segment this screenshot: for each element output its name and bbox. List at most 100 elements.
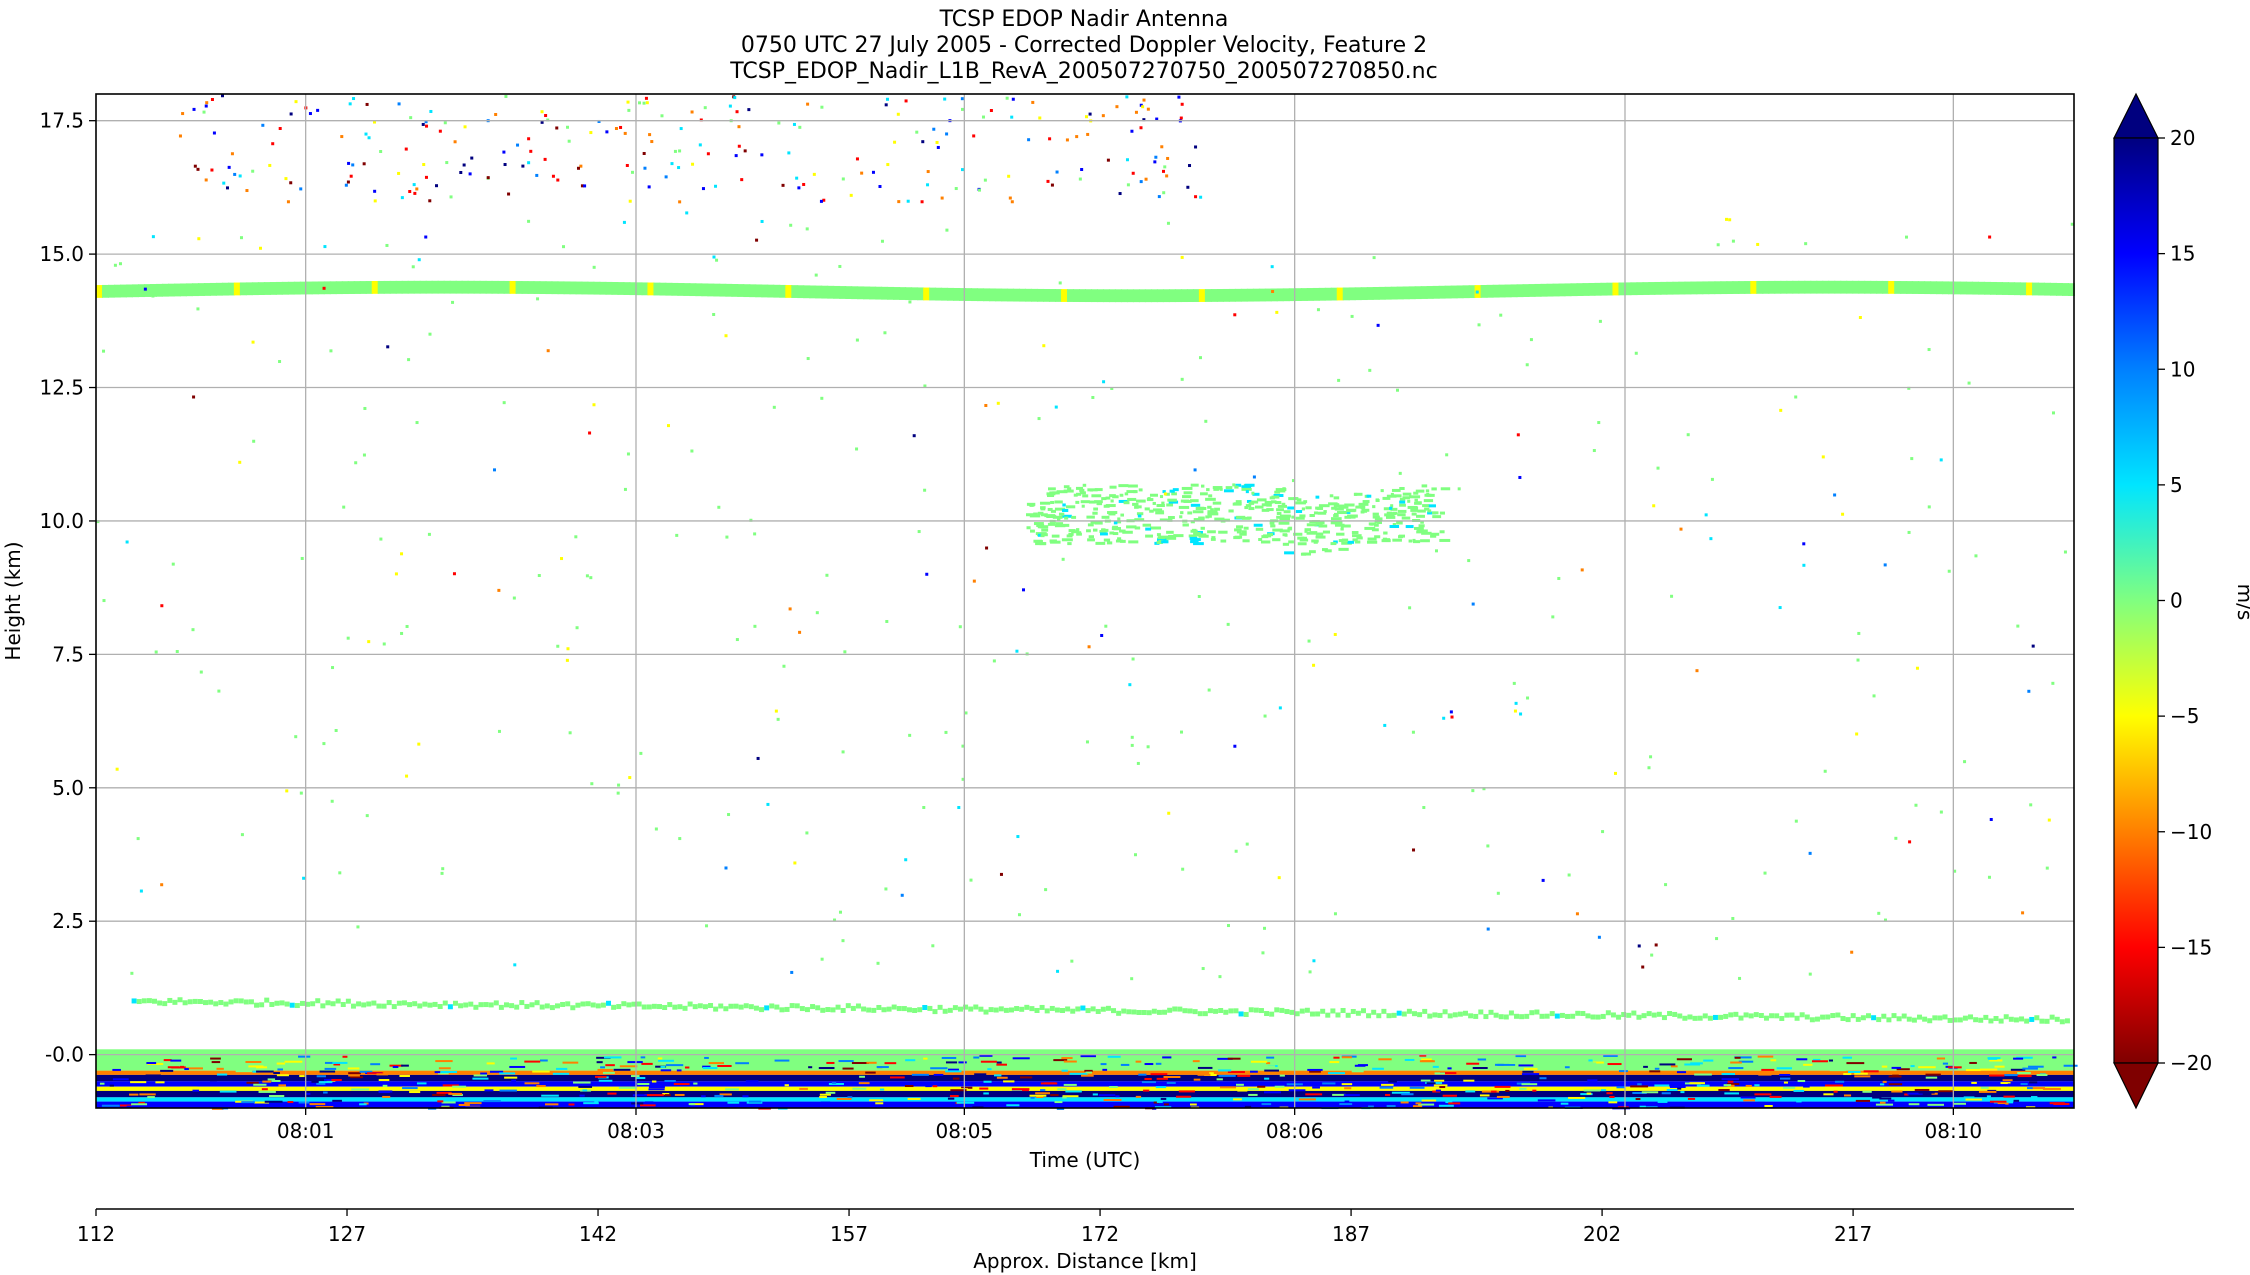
boundary-layer-cell bbox=[274, 1000, 280, 1006]
surface-streak bbox=[1144, 1078, 1152, 1081]
boundary-layer-cell bbox=[855, 1003, 861, 1009]
noise-pixel bbox=[1167, 811, 1171, 815]
anvil-cell bbox=[1214, 507, 1220, 511]
surface-streak bbox=[904, 1085, 914, 1088]
noise-pixel bbox=[1526, 696, 1530, 700]
tropopause-cell bbox=[719, 283, 727, 297]
surface-streak bbox=[1687, 1097, 1696, 1100]
anvil-cell bbox=[1423, 499, 1434, 503]
tropopause-cell bbox=[701, 283, 709, 297]
anvil-cell bbox=[1210, 537, 1216, 541]
surface-streak bbox=[1888, 1099, 1895, 1102]
anvil-cell bbox=[1351, 531, 1359, 535]
tropopause-cell bbox=[713, 283, 721, 297]
anvil-cell bbox=[1426, 493, 1435, 497]
surface-streak bbox=[1936, 1057, 1946, 1060]
surface-streak bbox=[1632, 1091, 1647, 1094]
surface-streak bbox=[378, 1090, 393, 1093]
boundary-layer-cell bbox=[774, 1004, 780, 1010]
tropopause-cell bbox=[1912, 281, 1920, 294]
surface-streak bbox=[1166, 1081, 1176, 1084]
upper-noise bbox=[699, 118, 703, 122]
anvil-cell bbox=[1189, 536, 1198, 540]
anvil-cell bbox=[1412, 540, 1421, 544]
noise-pixel bbox=[1166, 221, 1170, 225]
boundary-layer-cell bbox=[1753, 1012, 1759, 1018]
anvil-cell bbox=[1087, 523, 1094, 527]
tropopause-cell bbox=[623, 282, 631, 295]
upper-noise bbox=[445, 161, 449, 165]
upper-noise bbox=[373, 199, 377, 203]
surface-streak bbox=[1918, 1091, 1935, 1094]
boundary-layer-cell bbox=[1758, 1013, 1764, 1019]
anvil-cell bbox=[1210, 508, 1214, 512]
surface-streak bbox=[1354, 1064, 1366, 1067]
surface-streak bbox=[640, 1056, 646, 1059]
anvil-cell bbox=[1302, 552, 1311, 556]
upper-noise bbox=[299, 187, 303, 191]
boundary-layer-cell bbox=[1508, 1010, 1514, 1016]
anvil-cell bbox=[1205, 497, 1216, 501]
upper-noise bbox=[645, 101, 649, 105]
noise-pixel bbox=[574, 535, 578, 539]
upper-noise bbox=[703, 106, 707, 110]
boundary-layer-cell bbox=[223, 1001, 229, 1007]
surface-streak bbox=[1113, 1105, 1130, 1108]
surface-streak bbox=[2042, 1087, 2061, 1090]
noise-pixel bbox=[252, 439, 256, 443]
noise-pixel bbox=[1376, 323, 1380, 327]
surface-streak bbox=[262, 1080, 272, 1083]
colorbar-tick-label: 15 bbox=[2170, 242, 2195, 266]
boundary-layer-cell bbox=[978, 1006, 984, 1012]
anvil-cell bbox=[1159, 495, 1164, 499]
anvil-cell bbox=[1207, 505, 1212, 509]
surface-streak bbox=[578, 1085, 593, 1088]
surface-streak bbox=[1233, 1098, 1242, 1101]
surface-streak bbox=[1092, 1093, 1098, 1096]
anvil-cell bbox=[1313, 511, 1318, 515]
noise-pixel bbox=[855, 447, 859, 451]
surface-streak bbox=[1931, 1092, 1938, 1095]
noise-pixel bbox=[2031, 644, 2035, 648]
boundary-layer-cell bbox=[1054, 1007, 1060, 1013]
noise-pixel bbox=[1855, 732, 1859, 736]
tropopause-cell bbox=[491, 280, 499, 294]
noise-pixel bbox=[712, 312, 716, 316]
noise-pixel bbox=[1245, 842, 1249, 846]
upper-noise bbox=[886, 163, 890, 167]
colorbar-label: m/s bbox=[2233, 584, 2250, 621]
noise-pixel bbox=[2051, 411, 2055, 415]
surface-streak bbox=[1115, 1095, 1120, 1098]
boundary-layer-cell bbox=[1983, 1014, 1989, 1020]
anvil-cell bbox=[1236, 525, 1244, 529]
boundary-layer-cell bbox=[391, 1004, 397, 1010]
noise-pixel bbox=[1486, 927, 1490, 931]
anvil-cell bbox=[1276, 508, 1284, 512]
tropopause-cell bbox=[1348, 287, 1356, 301]
anvil-cell bbox=[1028, 503, 1035, 507]
boundary-layer-cell bbox=[702, 1004, 708, 1010]
surface-streak bbox=[1309, 1070, 1321, 1073]
tropopause-cell bbox=[917, 287, 925, 301]
noise-pixel bbox=[143, 287, 147, 291]
tropopause-cell bbox=[1882, 280, 1890, 294]
tropopause-cell bbox=[1762, 280, 1770, 294]
surface-streak bbox=[784, 1084, 789, 1087]
anvil-cell bbox=[1338, 539, 1344, 543]
noise-pixel bbox=[1778, 606, 1782, 610]
anvil-cell bbox=[1187, 511, 1193, 515]
surface-streak bbox=[1676, 1071, 1687, 1074]
surface-streak bbox=[1029, 1094, 1047, 1097]
colorbar-tick-label: 5 bbox=[2170, 473, 2183, 497]
anvil-cell bbox=[1234, 485, 1239, 489]
noise-pixel bbox=[197, 237, 201, 241]
surface-streak bbox=[2007, 1083, 2014, 1086]
boundary-layer-cell bbox=[1661, 1015, 1667, 1021]
surface-streak bbox=[1879, 1101, 1886, 1104]
anvil-cell bbox=[1162, 490, 1166, 494]
anvil-cell bbox=[1283, 510, 1291, 514]
surface-streak bbox=[1910, 1065, 1915, 1068]
boundary-layer-cell bbox=[789, 1003, 795, 1009]
tropopause-cell bbox=[1330, 287, 1338, 301]
tropopause-cell bbox=[233, 282, 241, 296]
